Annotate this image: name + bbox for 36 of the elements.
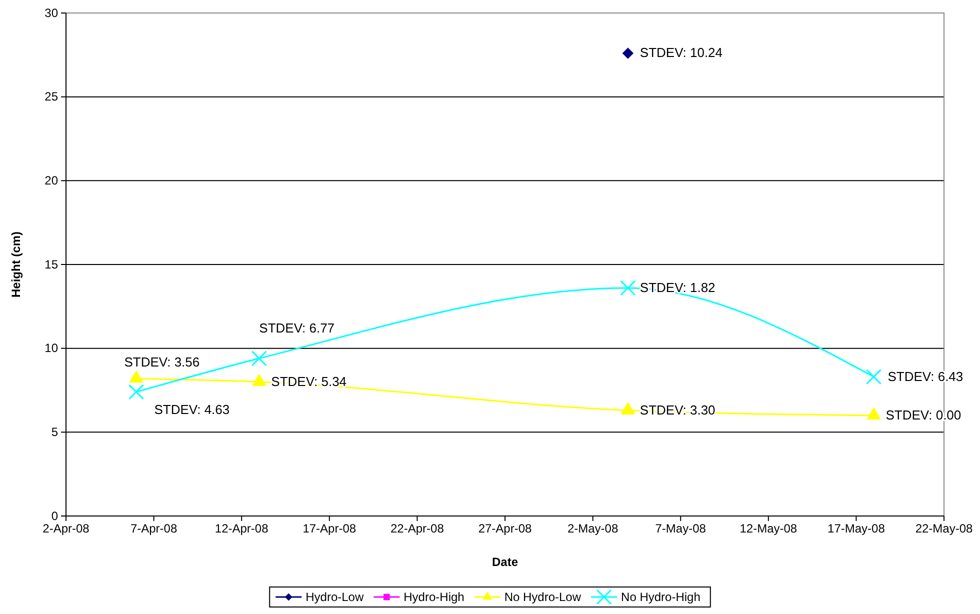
point <box>866 407 881 420</box>
legend-label: No Hydro-High <box>621 590 700 604</box>
x-tick-label: 22-Apr-08 <box>390 522 444 536</box>
annotation: STDEV: 6.77 <box>259 320 335 336</box>
x-tick-label: 7-Apr-08 <box>130 522 178 536</box>
y-tick-label: 15 <box>44 257 58 272</box>
x-tick-label: 17-Apr-08 <box>302 522 356 536</box>
y-tick-label: 25 <box>44 90 58 104</box>
y-tick-label: 0 <box>51 508 58 523</box>
x-tick-label: 2-Apr-08 <box>42 522 90 536</box>
x-tick-label: 2-May-08 <box>567 522 618 536</box>
y-tick-label: 5 <box>51 425 58 440</box>
x-tick-label: 22-May-08 <box>915 522 974 536</box>
x-tick-label: 12-Apr-08 <box>214 522 269 536</box>
x-tick-label: 17-May-08 <box>828 522 886 536</box>
x-tick-label: 7-May-08 <box>655 522 706 536</box>
y-tick-label: 20 <box>44 174 58 188</box>
y-tick-label: 10 <box>44 341 58 356</box>
point <box>620 280 636 296</box>
point <box>620 402 636 415</box>
legend-label: No Hydro-Low <box>504 590 582 604</box>
annotation: STDEV: 3.56 <box>124 354 200 370</box>
y-axis-title: Height (cm) <box>9 231 23 298</box>
legend-label: Hydro-High <box>404 590 464 604</box>
point <box>622 48 634 59</box>
point <box>129 370 144 383</box>
point <box>252 374 266 386</box>
annotation: STDEV: 4.63 <box>154 402 230 417</box>
annotation: STDEV: 6.43 <box>888 368 964 384</box>
annotation: STDEV: 10.24 <box>640 45 723 60</box>
x-axis-title: Date <box>492 555 518 569</box>
annotation: STDEV: 0.00 <box>886 407 962 422</box>
x-tick-label: 27-Apr-08 <box>478 522 532 536</box>
y-tick-label: 30 <box>44 6 58 20</box>
x-tick-label: 12-May-08 <box>740 522 798 536</box>
legend-label: Hydro-Low <box>306 590 364 604</box>
